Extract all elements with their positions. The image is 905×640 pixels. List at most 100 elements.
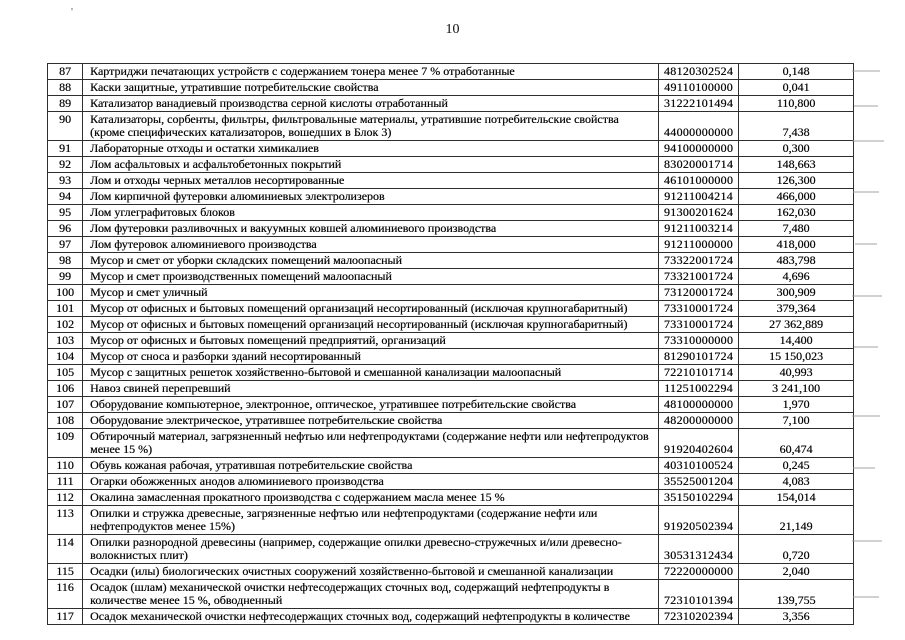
waste-amount: 21,149 xyxy=(738,505,854,535)
row-number: 104 xyxy=(47,348,83,365)
waste-code: 48100000000 xyxy=(658,396,739,413)
waste-code: 11251002294 xyxy=(658,380,739,397)
waste-description: Мусор и смет уличный xyxy=(82,284,659,301)
waste-description: Опилки разнородной древесины (например, … xyxy=(82,534,659,564)
table-row: 103 Мусор от офисных и бытовых помещений… xyxy=(47,332,854,349)
waste-amount: 14,400 xyxy=(738,332,854,349)
waste-description: Мусор от офисных и бытовых помещений орг… xyxy=(82,316,659,333)
waste-code: 73310000000 xyxy=(658,332,739,349)
scan-artifact xyxy=(853,191,879,193)
waste-amount: 4,083 xyxy=(738,473,854,490)
table-row: 87 Картриджи печатающих устройств с соде… xyxy=(47,63,854,80)
row-number: 92 xyxy=(47,156,83,173)
waste-amount: 0,041 xyxy=(738,79,854,96)
table-row: 96 Лом футеровки разливочных и вакуумных… xyxy=(47,220,854,237)
waste-code: 83020001714 xyxy=(658,156,739,173)
table-row: 114 Опилки разнородной древесины (наприм… xyxy=(47,534,854,564)
row-number: 109 xyxy=(47,428,83,458)
waste-code: 48200000000 xyxy=(658,412,739,429)
waste-code: 35150102294 xyxy=(658,489,739,506)
row-number: 90 xyxy=(47,111,83,141)
table-row: 94 Лом кирпичной футеровки алюминиевых э… xyxy=(47,188,854,205)
waste-description: Лом кирпичной футеровки алюминиевых элек… xyxy=(82,188,659,205)
waste-amount: 466,000 xyxy=(738,188,854,205)
row-number: 101 xyxy=(47,300,83,317)
waste-amount: 0,300 xyxy=(738,140,854,157)
waste-code: 91211004214 xyxy=(658,188,739,205)
waste-code: 48120302524 xyxy=(658,63,739,80)
scan-artifact xyxy=(855,243,877,245)
table-row: 100 Мусор и смет уличный 73120001724 300… xyxy=(47,284,854,301)
waste-description: Мусор от сноса и разборки зданий несорти… xyxy=(82,348,659,365)
table-row: 109 Обтирочный материал, загрязненный не… xyxy=(47,428,854,458)
waste-code: 91211000000 xyxy=(658,236,739,253)
waste-code: 73322001724 xyxy=(658,252,739,269)
row-number: 91 xyxy=(47,140,83,157)
waste-description: Мусор от офисных и бытовых помещений орг… xyxy=(82,300,659,317)
waste-amount: 162,030 xyxy=(738,204,854,221)
table-row: 115 Осадки (илы) биологических очистных … xyxy=(47,563,854,580)
waste-code: 73321001724 xyxy=(658,268,739,285)
table-row: 110 Обувь кожаная рабочая, утратившая по… xyxy=(47,457,854,474)
waste-code: 91211003214 xyxy=(658,220,739,237)
waste-amount: 148,663 xyxy=(738,156,854,173)
row-number: 88 xyxy=(47,79,83,96)
waste-description: Лом углеграфитовых блоков xyxy=(82,204,659,221)
table-row: 99 Мусор и смет производственных помещен… xyxy=(47,268,854,285)
waste-code: 91920502394 xyxy=(658,505,739,535)
row-number: 116 xyxy=(47,579,83,609)
scan-artifact xyxy=(852,415,880,417)
waste-description: Обувь кожаная рабочая, утратившая потреб… xyxy=(82,457,659,474)
waste-register-table: 87 Картриджи печатающих устройств с соде… xyxy=(47,63,854,625)
table-row: 97 Лом футеровок алюминиевого производст… xyxy=(47,236,854,253)
waste-description: Лом асфальтовых и асфальтобетонных покры… xyxy=(82,156,659,173)
scan-artifact xyxy=(852,70,880,72)
waste-code: 72310101394 xyxy=(658,579,739,609)
waste-amount: 418,000 xyxy=(738,236,854,253)
row-number: 93 xyxy=(47,172,83,189)
table-row: 90 Катализаторы, сорбенты, фильтры, филь… xyxy=(47,111,854,141)
row-number: 99 xyxy=(47,268,83,285)
waste-amount: 483,798 xyxy=(738,252,854,269)
table-row: 107 Оборудование компьютерное, электронн… xyxy=(47,396,854,413)
table-row: 108 Оборудование электрическое, утративш… xyxy=(47,412,854,429)
table-row: 111 Огарки обожженных анодов алюминиевог… xyxy=(47,473,854,490)
waste-code: 81290101724 xyxy=(658,348,739,365)
waste-amount: 110,800 xyxy=(738,95,854,112)
waste-description: Лом футеровки разливочных и вакуумных ко… xyxy=(82,220,659,237)
waste-amount: 27 362,889 xyxy=(738,316,854,333)
waste-description: Оборудование компьютерное, электронное, … xyxy=(82,396,659,413)
waste-amount: 7,480 xyxy=(738,220,854,237)
table-row: 104 Мусор от сноса и разборки зданий нес… xyxy=(47,348,854,365)
waste-amount: 0,148 xyxy=(738,63,854,80)
waste-description: Оборудование электрическое, утратившее п… xyxy=(82,412,659,429)
waste-code: 72220000000 xyxy=(658,563,739,580)
row-number: 115 xyxy=(47,563,83,580)
table-row: 116 Осадок (шлам) механической очистки н… xyxy=(47,579,854,609)
row-number: 114 xyxy=(47,534,83,564)
waste-description: Опилки и стружка древесные, загрязненные… xyxy=(82,505,659,535)
waste-amount: 0,245 xyxy=(738,457,854,474)
waste-amount: 15 150,023 xyxy=(738,348,854,365)
waste-code: 73310001724 xyxy=(658,300,739,317)
waste-code: 49110100000 xyxy=(658,79,739,96)
row-number: 108 xyxy=(47,412,83,429)
table-row: 105 Мусор с защитных решеток хозяйственн… xyxy=(47,364,854,381)
scan-artifact xyxy=(854,346,878,348)
waste-amount: 154,014 xyxy=(738,489,854,506)
row-number: 111 xyxy=(47,473,83,490)
row-number: 107 xyxy=(47,396,83,413)
waste-code: 46101000000 xyxy=(658,172,739,189)
waste-code: 94100000000 xyxy=(658,140,739,157)
waste-amount: 60,474 xyxy=(738,428,854,458)
row-number: 97 xyxy=(47,236,83,253)
row-number: 103 xyxy=(47,332,83,349)
table-row: 112 Окалина замасленная прокатного произ… xyxy=(47,489,854,506)
waste-amount: 2,040 xyxy=(738,563,854,580)
row-number: 98 xyxy=(47,252,83,269)
row-number: 95 xyxy=(47,204,83,221)
table-row: 102 Мусор от офисных и бытовых помещений… xyxy=(47,316,854,333)
row-number: 110 xyxy=(47,457,83,474)
row-number: 100 xyxy=(47,284,83,301)
waste-description: Осадок (шлам) механической очистки нефте… xyxy=(82,579,659,609)
